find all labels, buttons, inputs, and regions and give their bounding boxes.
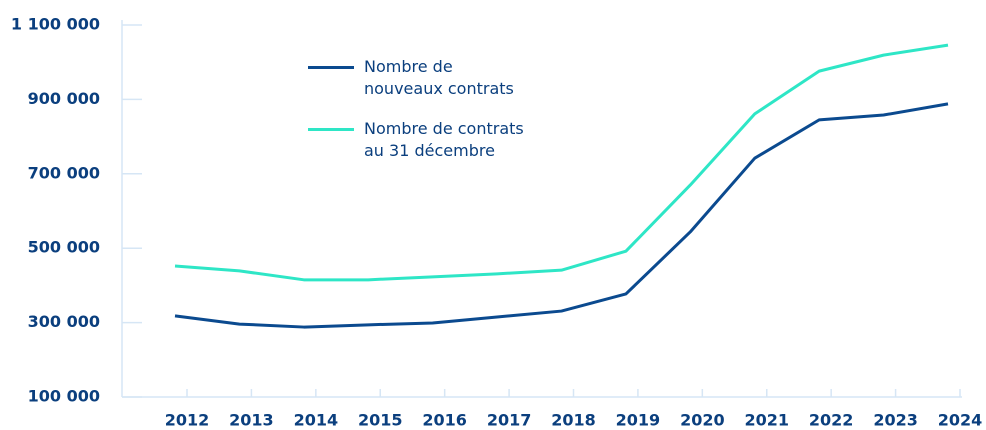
x-tick-label: 2012 xyxy=(165,411,210,430)
y-tick-label: 1 100 000 xyxy=(11,15,100,34)
x-tick-label: 2024 xyxy=(938,411,983,430)
y-tick-label: 700 000 xyxy=(28,163,100,182)
x-tick-label: 2019 xyxy=(616,411,661,430)
x-tick-label: 2018 xyxy=(551,411,596,430)
series-line xyxy=(174,43,949,282)
y-tick-label: 900 000 xyxy=(28,89,100,108)
x-tick-label: 2022 xyxy=(809,411,854,430)
legend-entry: Nombre de nouveaux contrats xyxy=(308,56,524,100)
x-tick-label: 2015 xyxy=(358,411,403,430)
legend-swatch xyxy=(308,128,354,131)
y-tick-label: 500 000 xyxy=(28,238,100,257)
y-tick-label: 300 000 xyxy=(28,312,100,331)
legend-label: Nombre de contrats au 31 décembre xyxy=(364,119,524,160)
x-tick-label: 2017 xyxy=(487,411,532,430)
legend-label: Nombre de nouveaux contrats xyxy=(364,57,514,98)
legend: Nombre de nouveaux contrats Nombre de con… xyxy=(308,56,524,180)
x-tick-label: 2020 xyxy=(680,411,725,430)
x-tick-label: 2021 xyxy=(744,411,789,430)
legend-swatch xyxy=(308,66,354,69)
legend-entry: Nombre de contrats au 31 décembre xyxy=(308,118,524,162)
x-tick-label: 2014 xyxy=(294,411,339,430)
series-line xyxy=(174,102,949,329)
x-tick-label: 2016 xyxy=(422,411,467,430)
x-tick-label: 2023 xyxy=(873,411,918,430)
y-tick-label: 100 000 xyxy=(28,387,100,406)
x-tick-label: 2013 xyxy=(229,411,274,430)
